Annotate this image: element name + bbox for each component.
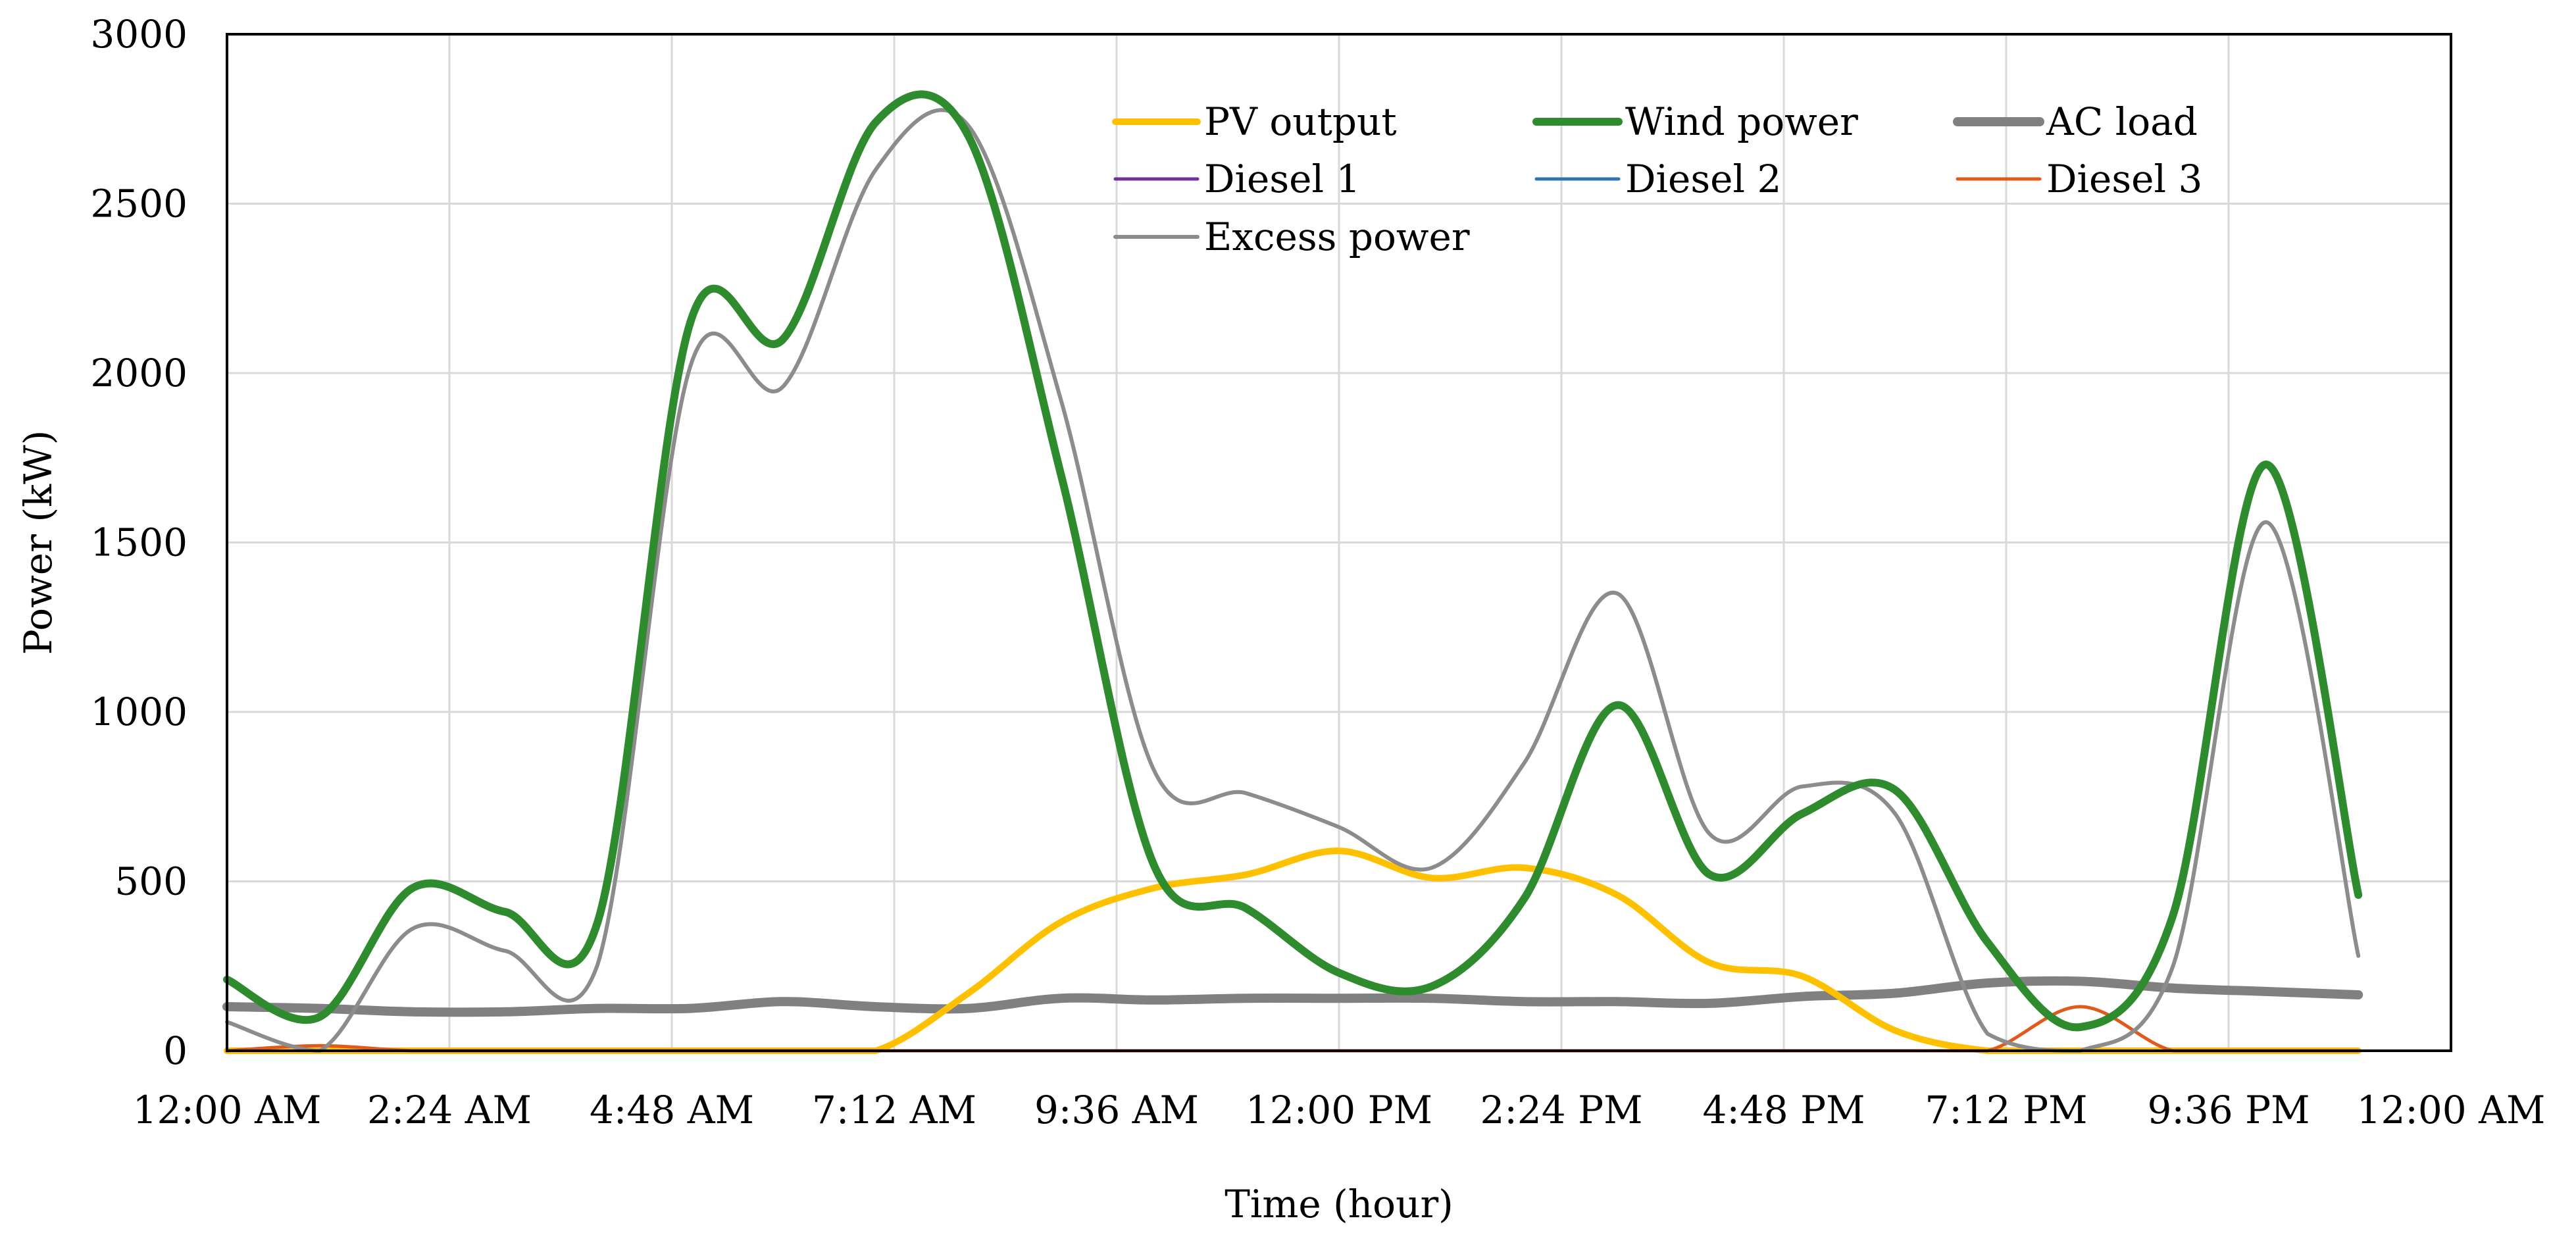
ac-load-series-line [222,976,2363,1017]
x-tick-label: 4:48 PM [1702,1088,1865,1132]
x-tick-label: 9:36 AM [1034,1088,1199,1132]
legend-label-diesel-3: Diesel 3 [2046,157,2202,201]
y-tick-label: 500 [114,859,188,904]
y-tick-label: 1500 [90,520,188,565]
legend-label-ac-load: AC load [2046,99,2198,144]
y-tick-label: 2000 [90,351,188,395]
legend-label-excess-power: Excess power [1204,214,1470,259]
x-tick-label: 12:00 AM [2357,1088,2546,1132]
legend-label-pv-output: PV output [1204,99,1397,144]
y-tick-label: 1000 [90,690,188,734]
legend-label-diesel-2: Diesel 2 [1625,157,1781,201]
y-tick-label: 2500 [90,182,188,226]
legend-label-diesel-1: Diesel 1 [1204,157,1360,201]
y-tick-label: 0 [163,1028,188,1073]
x-axis-title: Time (hour) [1225,1182,1453,1226]
x-tick-label: 2:24 PM [1480,1088,1642,1132]
plot-area-frame [226,33,2452,1052]
x-tick-label: 12:00 PM [1246,1088,1432,1132]
wind-power-series-line [223,90,2363,1032]
y-tick-label: 3000 [90,12,188,57]
y-axis-title: Power (kW) [16,430,61,655]
x-tick-label: 4:48 AM [590,1088,754,1132]
x-tick-label: 2:24 AM [367,1088,532,1132]
legend-label-wind-power: Wind power [1625,99,1858,144]
legend: PV output Wind power AC load Diesel 1 Diesel… [1112,99,2202,259]
x-tick-label: 9:36 PM [2147,1088,2310,1132]
x-tick-label: 7:12 PM [1925,1088,2087,1132]
x-tick-label: 12:00 AM [133,1088,322,1132]
x-axis-ticks: 12:00 AM 2:24 AM 4:48 AM 7:12 AM 9:36 AM 12:0… [133,1088,2546,1132]
x-tick-label: 7:12 AM [812,1088,976,1132]
y-axis-ticks: 0 500 1000 1500 2000 2500 3000 [90,12,188,1073]
